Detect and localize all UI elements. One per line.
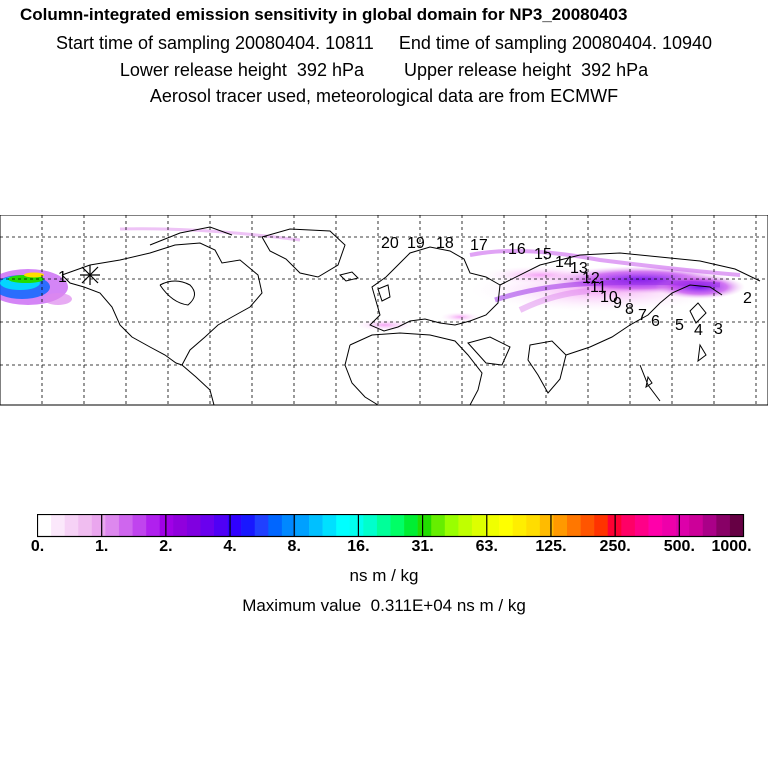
colorbar-cell (539, 514, 554, 537)
colorbar-cell (499, 514, 513, 537)
colorbar-tick-label: 63. (475, 538, 498, 555)
day-label-20: 20 (381, 235, 399, 252)
maximum-value: Maximum value 0.311E+04 ns m / kg (242, 596, 526, 615)
colorbar-cell (173, 514, 188, 537)
day-label-16: 16 (508, 241, 526, 258)
colorbar-cell (689, 514, 704, 537)
colorbar-tick-label: 250. (599, 538, 631, 555)
day-label-19: 19 (407, 235, 425, 252)
colorbar-cell (336, 514, 351, 537)
day-label-5: 5 (675, 317, 684, 334)
day-label-4: 4 (694, 322, 703, 339)
colorbar-cell (471, 514, 486, 537)
colorbar-cell (716, 514, 731, 537)
day-label-1: 1 (58, 269, 67, 286)
day-label-18: 18 (436, 235, 454, 252)
colorbar-cell (729, 514, 744, 537)
colorbar-cell (241, 514, 256, 537)
world-map: 1 2 3 4 5 6 7 8 9 10 11 12 13 14 15 16 1… (0, 215, 768, 406)
colorbar-cell (594, 514, 609, 537)
colorbar-tick-label: 500. (663, 538, 695, 555)
colorbar-cell (254, 514, 269, 537)
day-label-3: 3 (714, 321, 723, 338)
day-label-10: 10 (600, 289, 618, 306)
colorbar-cell (621, 514, 636, 537)
colorbar-cell (349, 514, 364, 537)
day-label-8: 8 (625, 301, 634, 318)
day-label-11: 11 (590, 279, 607, 296)
colorbar-cell (281, 514, 296, 537)
colorbar-cell (37, 514, 52, 537)
colorbar-cell (662, 514, 676, 537)
colorbar-cell (376, 514, 391, 537)
colorbar-cell (186, 514, 201, 537)
colorbar-cell (363, 514, 378, 537)
colorbar-tick-label: 16. (347, 538, 370, 555)
colorbar-cell (580, 514, 595, 537)
colorbar-tick-label: 0. (30, 538, 45, 555)
colorbar-cell (64, 514, 79, 537)
colorbar-cell (553, 514, 568, 537)
colorbar-tick-label: 1000. (711, 538, 752, 555)
colorbar (37, 514, 745, 538)
colorbar-cell (146, 514, 160, 537)
colorbar-cell (512, 514, 527, 537)
colorbar-cell (648, 514, 663, 537)
day-label-9: 9 (613, 295, 622, 312)
colorbar-cell (51, 514, 65, 537)
colorbar-cell (118, 514, 133, 537)
colorbar-cell (675, 514, 690, 537)
colorbar-cell (227, 514, 242, 537)
day-label-15: 15 (534, 246, 552, 263)
colorbar-tick-label: 4. (223, 538, 237, 555)
colorbar-tick-label: 1. (95, 538, 109, 555)
sampling-time-line: Start time of sampling 20080404. 10811 E… (55, 33, 713, 53)
day-label-2: 2 (743, 290, 752, 307)
plot-title: Column-integrated emission sensitivity i… (20, 5, 628, 24)
colorbar-cell (526, 514, 541, 537)
colorbar-cell (485, 514, 500, 537)
colorbar-cell (268, 514, 283, 537)
day-label-7: 7 (638, 307, 647, 324)
colorbar-cell (702, 514, 717, 537)
day-label-17: 17 (470, 237, 488, 254)
day-label-12: 12 (582, 270, 600, 287)
colorbar-cell (444, 514, 459, 537)
colorbar-cell (91, 514, 106, 537)
colorbar-tick-label: 125. (535, 538, 567, 555)
colorbar-cell (78, 514, 93, 537)
colorbar-cell (159, 514, 174, 537)
colorbar-unit: ns m / kg (349, 566, 419, 585)
colorbar-tick-label: 8. (287, 538, 301, 555)
colorbar-cell (322, 514, 337, 537)
tracer-info-line: Aerosol tracer used, meteorological data… (149, 86, 619, 106)
day-labels: 1 2 3 4 5 6 7 8 9 10 11 12 13 14 15 16 1… (58, 235, 752, 339)
day-label-13: 13 (570, 260, 588, 277)
day-label-14: 14 (555, 254, 573, 271)
colorbar-cell (431, 514, 446, 537)
colorbar-cell (132, 514, 147, 537)
colorbar-cell (390, 514, 405, 537)
coastlines (61, 226, 761, 406)
colorbar-cell (567, 514, 581, 537)
day-label-6: 6 (651, 313, 660, 330)
release-height-line: Lower release height 392 hPa Upper relea… (119, 60, 649, 80)
release-site-marker (80, 265, 100, 285)
colorbar-cell (458, 514, 473, 537)
colorbar-tick-label: 2. (159, 538, 173, 555)
colorbar-cell (105, 514, 120, 537)
colorbar-tick-label: 31. (411, 538, 434, 555)
colorbar-cell (404, 514, 418, 537)
colorbar-cell (417, 514, 432, 537)
colorbar-cell (295, 514, 310, 537)
colorbar-cell (214, 514, 228, 537)
colorbar-cell (309, 514, 323, 537)
colorbar-cell (634, 514, 649, 537)
colorbar-cell (200, 514, 215, 537)
